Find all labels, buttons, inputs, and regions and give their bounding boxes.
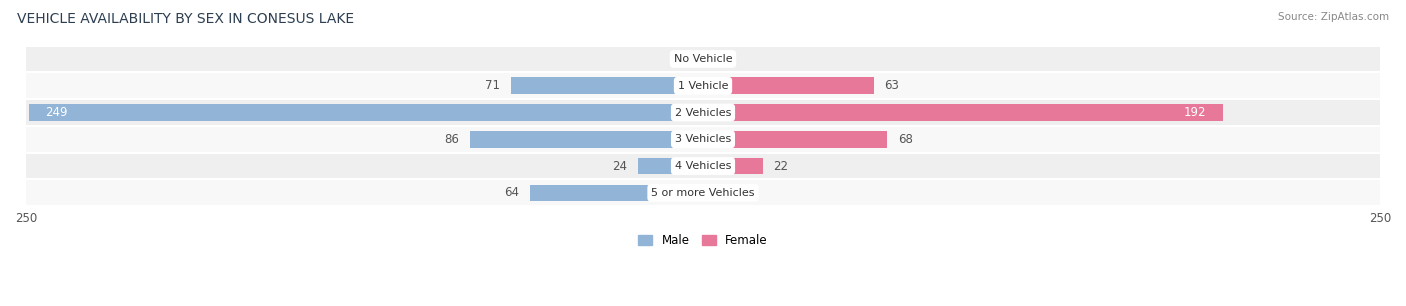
- Text: No Vehicle: No Vehicle: [673, 54, 733, 64]
- Text: 63: 63: [884, 79, 900, 92]
- Bar: [27, 153, 1379, 179]
- Bar: [703, 131, 887, 147]
- Bar: [30, 104, 703, 121]
- Text: 22: 22: [773, 159, 789, 173]
- Text: 5 or more Vehicles: 5 or more Vehicles: [651, 188, 755, 198]
- Text: 0: 0: [714, 186, 721, 199]
- Text: 86: 86: [444, 133, 460, 146]
- Bar: [27, 99, 1379, 126]
- Text: 24: 24: [612, 159, 627, 173]
- Bar: [703, 158, 762, 174]
- Text: 3: 3: [676, 53, 685, 65]
- Text: 64: 64: [503, 186, 519, 199]
- Text: 1 Vehicle: 1 Vehicle: [678, 81, 728, 91]
- Text: 2 Vehicles: 2 Vehicles: [675, 107, 731, 118]
- Bar: [510, 77, 703, 94]
- Bar: [703, 104, 1223, 121]
- Bar: [530, 185, 703, 201]
- Text: Source: ZipAtlas.com: Source: ZipAtlas.com: [1278, 12, 1389, 22]
- Bar: [703, 51, 714, 67]
- Text: 4 Vehicles: 4 Vehicles: [675, 161, 731, 171]
- Text: 68: 68: [898, 133, 912, 146]
- Text: VEHICLE AVAILABILITY BY SEX IN CONESUS LAKE: VEHICLE AVAILABILITY BY SEX IN CONESUS L…: [17, 12, 354, 26]
- Bar: [470, 131, 703, 147]
- Legend: Male, Female: Male, Female: [634, 229, 772, 252]
- Bar: [27, 46, 1379, 72]
- Bar: [695, 51, 703, 67]
- Bar: [703, 77, 873, 94]
- Text: 3 Vehicles: 3 Vehicles: [675, 134, 731, 144]
- Text: 4: 4: [724, 53, 733, 65]
- Text: 71: 71: [485, 79, 501, 92]
- Bar: [27, 126, 1379, 153]
- Bar: [638, 158, 703, 174]
- Text: 192: 192: [1184, 106, 1206, 119]
- Bar: [27, 179, 1379, 206]
- Bar: [27, 72, 1379, 99]
- Text: 249: 249: [45, 106, 67, 119]
